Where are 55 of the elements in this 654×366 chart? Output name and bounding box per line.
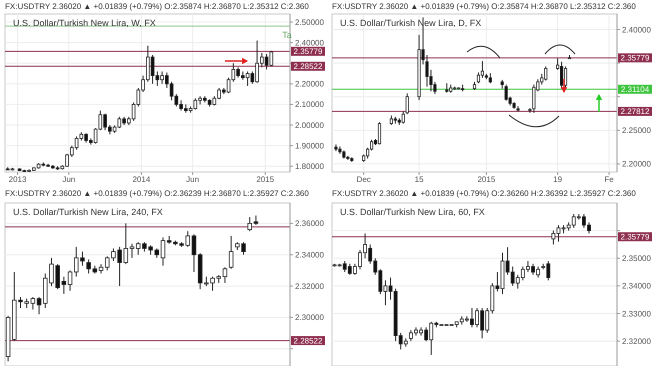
- candlestick: [425, 54, 429, 88]
- ref-line-label: 2.28522: [294, 336, 324, 346]
- y-tick-label: 2.10000: [295, 100, 324, 110]
- x-tick-label: 2014: [132, 175, 151, 184]
- chart-subtitle: FX:USDTRY 2.36020 ▲ +0.01839 (+0.79%) O:2.36260 H:2.36392 L:2.35927 C:2.360: [332, 189, 636, 198]
- chart-subtitle: FX:USDTRY 2.36020 ▲ +0.01839 (+0.79%) O:2.36239 H:2.36870 L:2.35927 C:2.360: [5, 189, 310, 198]
- y-tick-label: 2.20000: [295, 80, 324, 89]
- x-tick-label: 2015: [256, 175, 275, 184]
- ref-line-label: 2.35779: [620, 54, 650, 63]
- chart-title: U.S. Dollar/Turkish New Lira, 60, FX: [340, 207, 485, 217]
- chart-title: U.S. Dollar/Turkish New Lira, W, FX: [13, 18, 156, 28]
- ref-line-label: 2.27812: [620, 107, 650, 116]
- y-tick-label: 2.35000: [622, 254, 652, 264]
- x-tick-label: Jun: [186, 175, 200, 184]
- candlestick: [560, 61, 564, 90]
- candlestick: [445, 82, 448, 94]
- y-tick-label: 2.36000: [295, 219, 324, 228]
- candlestick: [378, 122, 382, 145]
- y-tick-label: 2.20000: [622, 160, 652, 169]
- x-tick-label: 19: [553, 175, 563, 184]
- x-tick-label: 2013: [8, 175, 28, 184]
- ref-line-label: 2.35779: [620, 232, 650, 242]
- text: U.S. Dollar/Turkish New Lira, 240, FX: [13, 207, 163, 217]
- ref-line-label: 2.35779: [294, 47, 324, 56]
- y-tick-label: 2.50000: [295, 18, 324, 27]
- y-tick-label: 2.34000: [295, 250, 324, 260]
- y-tick-label: 1.90000: [295, 141, 324, 150]
- y-tick-label: 1.80000: [295, 162, 324, 172]
- candlestick: [488, 72, 492, 84]
- ref-line-label: 2.31104: [620, 85, 650, 94]
- y-tick-label: 2.40000: [622, 25, 652, 34]
- candlestick: [504, 84, 508, 102]
- y-tick-label: 2.32000: [622, 336, 652, 346]
- candlestick: [390, 115, 393, 126]
- x-tick-label: Jun: [62, 175, 76, 184]
- candlestick: [544, 66, 548, 82]
- y-tick-label: 2.33000: [622, 309, 652, 318]
- x-tick-label: Dec: [356, 175, 371, 184]
- y-tick-label: 2.30000: [295, 313, 324, 322]
- x-tick-label: Fe: [604, 175, 614, 184]
- ref-line-label: 2.28522: [294, 62, 324, 72]
- candlestick: [480, 60, 484, 78]
- x-tick-label: 2015: [477, 175, 496, 184]
- y-tick-label: 2.40000: [295, 38, 324, 48]
- y-tick-label: 2.32000: [295, 282, 324, 291]
- chart-subtitle: FX:USDTRY 2.36020 ▲ +0.01839 (+0.79%) O:2.35874 H:2.36870 L:2.35312 C:2.360: [5, 2, 310, 11]
- x-tick-label: 15: [414, 175, 424, 184]
- y-tick-label: 2.00000: [295, 120, 324, 130]
- candlestick: [532, 84, 536, 114]
- y-tick-label: 2.34000: [622, 282, 652, 291]
- candlestick: [228, 235, 234, 270]
- candlestick: [476, 72, 480, 84]
- y-tick-label: 2.25000: [622, 126, 652, 136]
- chart-subtitle: FX:USDTRY 2.36020 ▲ +0.01839 (+0.79%) O:2.35874 H:2.36870 L:2.35312 C:2.360: [332, 2, 636, 11]
- candlestick: [241, 242, 246, 256]
